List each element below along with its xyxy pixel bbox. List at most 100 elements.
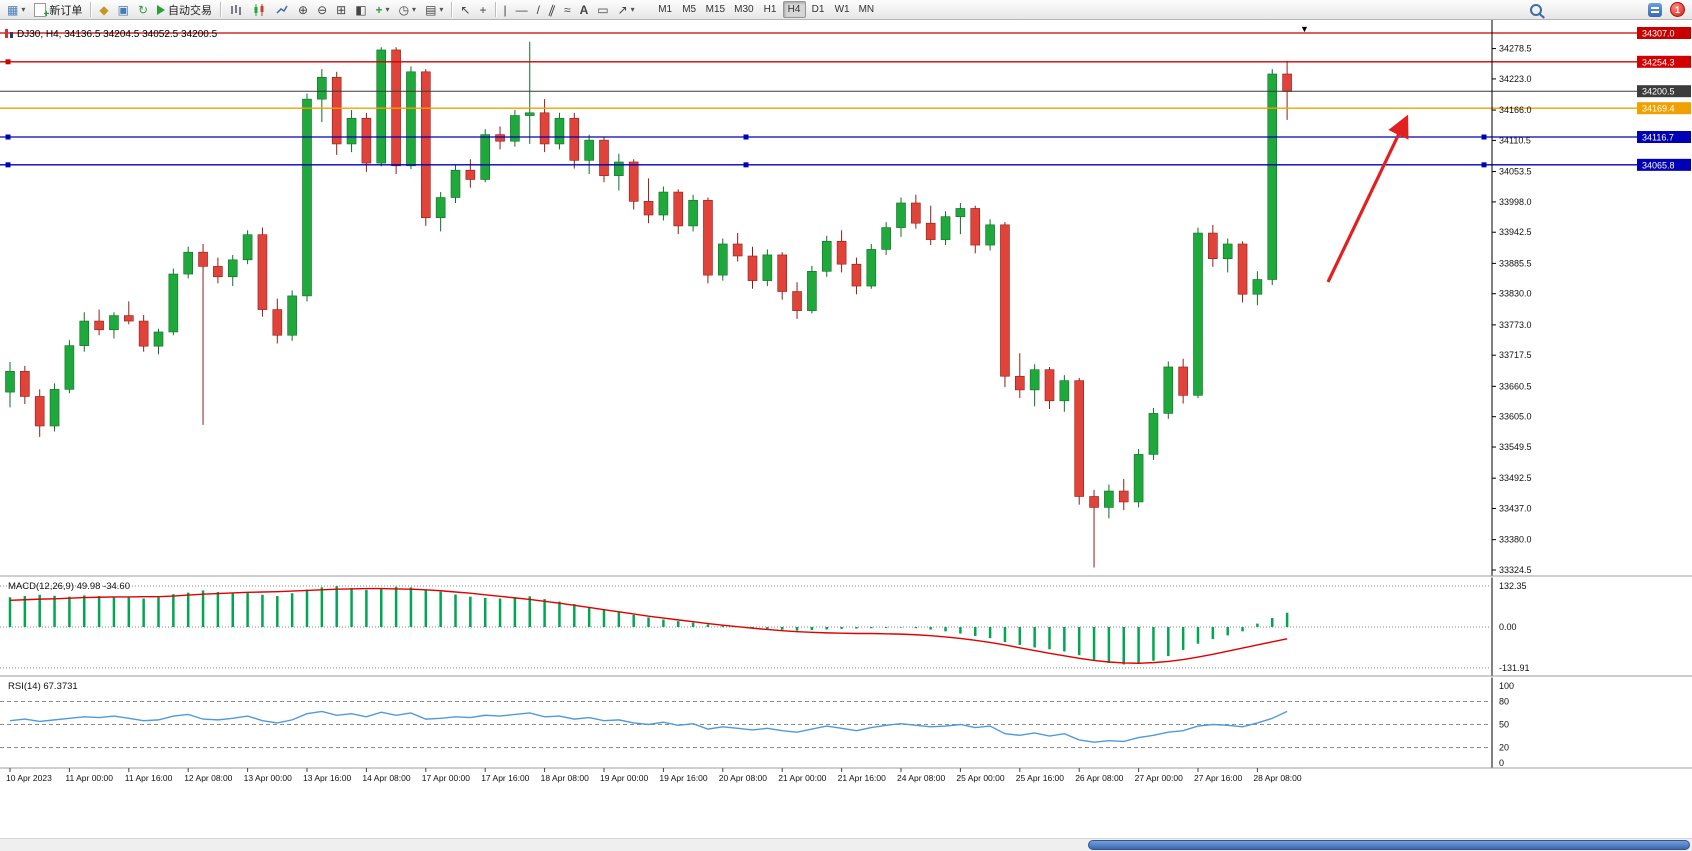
autotrade-button[interactable]: 自动交易 bbox=[153, 1, 216, 19]
timeframe-m1[interactable]: M1 bbox=[654, 1, 677, 18]
svg-text:25 Apr 16:00: 25 Apr 16:00 bbox=[1016, 773, 1064, 783]
toolbar: ▦ ▾ + 新订单 ◆ ▣ ↻ 自动交易 ⊕ ⊖ ⊞ ◧ + ▾ ◷ ▾ ▤ ▾ bbox=[0, 0, 1692, 20]
svg-text:20: 20 bbox=[1499, 743, 1509, 753]
macd-signal-line bbox=[9, 587, 1288, 664]
svg-text:34223.0: 34223.0 bbox=[1499, 74, 1532, 84]
svg-text:33380.0: 33380.0 bbox=[1499, 535, 1532, 545]
candlestick-mode-button[interactable] bbox=[248, 1, 270, 19]
svg-text:132.35: 132.35 bbox=[1499, 581, 1527, 591]
svg-text:34278.5: 34278.5 bbox=[1499, 44, 1532, 54]
svg-text:100: 100 bbox=[1499, 681, 1514, 691]
tile-windows-button[interactable]: ⊞ bbox=[332, 1, 350, 19]
equidistant-channel-icon: ∥ bbox=[546, 1, 558, 18]
template-button[interactable]: ▤ ▾ bbox=[421, 1, 447, 19]
chevron-down-icon: ▾ bbox=[385, 5, 390, 14]
zoom-out-button[interactable]: ⊖ bbox=[313, 1, 331, 19]
macd-label: MACD(12,26,9) 49.98 -34.60 bbox=[8, 581, 130, 592]
cursor-tool-button[interactable]: ↖ bbox=[456, 1, 474, 19]
scroll-to-end-marker[interactable]: ▼ bbox=[1300, 24, 1309, 34]
chevron-down-icon: ▾ bbox=[21, 5, 26, 14]
chart-title-group: DJ30, H4, 34136.5 34204.5 34052.5 34200.… bbox=[5, 29, 218, 40]
svg-text:10 Apr 2023: 10 Apr 2023 bbox=[6, 773, 52, 783]
price-label-text: 34254.3 bbox=[1642, 57, 1675, 67]
svg-text:25 Apr 00:00: 25 Apr 00:00 bbox=[956, 773, 1004, 783]
rsi-panel: 100 80 50 20 0 RSI(14) 67.3731 bbox=[0, 681, 1514, 768]
toolbar-separator bbox=[494, 2, 496, 17]
label-tool-button[interactable]: ▭ bbox=[593, 1, 612, 19]
price-lines[interactable]: 34307.0 34254.3 34200.5 34169.4 34116.7 34065… bbox=[0, 27, 1691, 171]
price-label-text: 34200.5 bbox=[1642, 87, 1675, 97]
timeframe-m15[interactable]: M15 bbox=[702, 1, 729, 18]
trendline-tool-button[interactable]: / bbox=[533, 1, 544, 19]
svg-text:13 Apr 00:00: 13 Apr 00:00 bbox=[244, 773, 292, 783]
timeframe-d1[interactable]: D1 bbox=[807, 1, 830, 18]
channel-tool-button[interactable]: ∥ bbox=[545, 1, 559, 19]
price-axis[interactable]: 34278.5 34223.0 34166.0 34110.5 34053.5 33998… bbox=[1491, 20, 1532, 768]
svg-text:11 Apr 16:00: 11 Apr 16:00 bbox=[125, 773, 173, 783]
price-label-box bbox=[1637, 131, 1691, 144]
chart-title: DJ30, H4, 34136.5 34204.5 34052.5 34200.… bbox=[17, 29, 218, 40]
chart-area[interactable]: 34307.0 34254.3 34200.5 34169.4 34116.7 34065… bbox=[0, 20, 1692, 851]
svg-text:33773.0: 33773.0 bbox=[1499, 320, 1532, 330]
timeframe-m30[interactable]: M30 bbox=[730, 1, 757, 18]
toolbar-right-zone: 1 bbox=[1530, 2, 1689, 17]
cursor-icon: ↖ bbox=[460, 2, 471, 17]
add-indicator-button[interactable]: + ▾ bbox=[372, 1, 394, 19]
line-handle[interactable] bbox=[743, 134, 749, 140]
horizontal-line-tool-button[interactable]: — bbox=[512, 1, 532, 19]
search-icon[interactable] bbox=[1530, 3, 1542, 16]
svg-text:21 Apr 00:00: 21 Apr 00:00 bbox=[778, 773, 826, 783]
new-order-label: 新订单 bbox=[49, 4, 83, 17]
toolbar-separator bbox=[451, 2, 453, 17]
new-chart-button[interactable]: ▦ ▾ bbox=[3, 1, 29, 19]
timeframe-mn[interactable]: MN bbox=[855, 1, 879, 18]
line-handle[interactable] bbox=[5, 162, 11, 168]
zoom-out-icon: ⊖ bbox=[317, 2, 328, 17]
svg-text:11 Apr 00:00: 11 Apr 00:00 bbox=[65, 773, 113, 783]
refresh-button[interactable]: ↻ bbox=[134, 1, 152, 19]
line-chart-mode-button[interactable] bbox=[271, 1, 293, 19]
period-button[interactable]: ◷ ▾ bbox=[395, 1, 421, 19]
svg-text:33324.5: 33324.5 bbox=[1499, 565, 1532, 575]
svg-text:0: 0 bbox=[1499, 758, 1504, 768]
notification-badge[interactable]: 1 bbox=[1670, 2, 1685, 17]
arrow-tool-button[interactable]: ↗ ▾ bbox=[614, 1, 639, 19]
app-icon[interactable] bbox=[1648, 2, 1662, 17]
svg-text:33998.0: 33998.0 bbox=[1499, 197, 1532, 207]
text-tool-button[interactable]: A bbox=[576, 1, 593, 19]
fibonacci-tool-button[interactable]: ≈ bbox=[560, 1, 575, 19]
line-handle[interactable] bbox=[1481, 162, 1487, 168]
market-watch-button[interactable]: ▣ bbox=[114, 1, 133, 19]
timeframe-h1[interactable]: H1 bbox=[759, 1, 782, 18]
line-handle[interactable] bbox=[5, 134, 11, 140]
svg-text:33942.5: 33942.5 bbox=[1499, 227, 1532, 237]
new-order-button[interactable]: + 新订单 bbox=[30, 1, 86, 19]
time-axis[interactable]: 10 Apr 2023 11 Apr 00:00 11 Apr 16:00 12 Ap… bbox=[6, 768, 1302, 783]
market-watch-icon: ▣ bbox=[117, 2, 129, 17]
gold-tool-button[interactable]: ◆ bbox=[95, 1, 112, 19]
autotrade-play-icon bbox=[157, 4, 165, 15]
line-handle[interactable] bbox=[743, 162, 749, 168]
line-handle[interactable] bbox=[5, 59, 11, 65]
bar-chart-mode-button[interactable] bbox=[225, 1, 247, 19]
zoom-in-button[interactable]: ⊕ bbox=[294, 1, 312, 19]
line-handle[interactable] bbox=[1481, 134, 1487, 140]
timeframe-m5[interactable]: M5 bbox=[678, 1, 701, 18]
timeframe-h4[interactable]: H4 bbox=[782, 1, 806, 18]
scrollbar-thumb[interactable] bbox=[1087, 840, 1690, 850]
annotation-arrow[interactable] bbox=[1326, 114, 1409, 283]
price-label-text: 34169.4 bbox=[1642, 104, 1675, 114]
svg-text:26 Apr 08:00: 26 Apr 08:00 bbox=[1075, 773, 1123, 783]
crosshair-icon: + bbox=[479, 2, 487, 17]
bar-chart-icon bbox=[231, 4, 241, 15]
svg-text:33437.0: 33437.0 bbox=[1499, 504, 1532, 514]
price-label-text: 34116.7 bbox=[1642, 133, 1674, 143]
horizontal-scrollbar[interactable] bbox=[0, 838, 1692, 851]
cascade-windows-button[interactable]: ◧ bbox=[351, 1, 370, 19]
fibonacci-icon: ≈ bbox=[563, 2, 571, 17]
timeframe-w1[interactable]: W1 bbox=[831, 1, 854, 18]
svg-text:28 Apr 08:00: 28 Apr 08:00 bbox=[1253, 773, 1301, 783]
vertical-line-tool-button[interactable]: | bbox=[500, 1, 511, 19]
crosshair-tool-button[interactable]: + bbox=[475, 1, 490, 19]
